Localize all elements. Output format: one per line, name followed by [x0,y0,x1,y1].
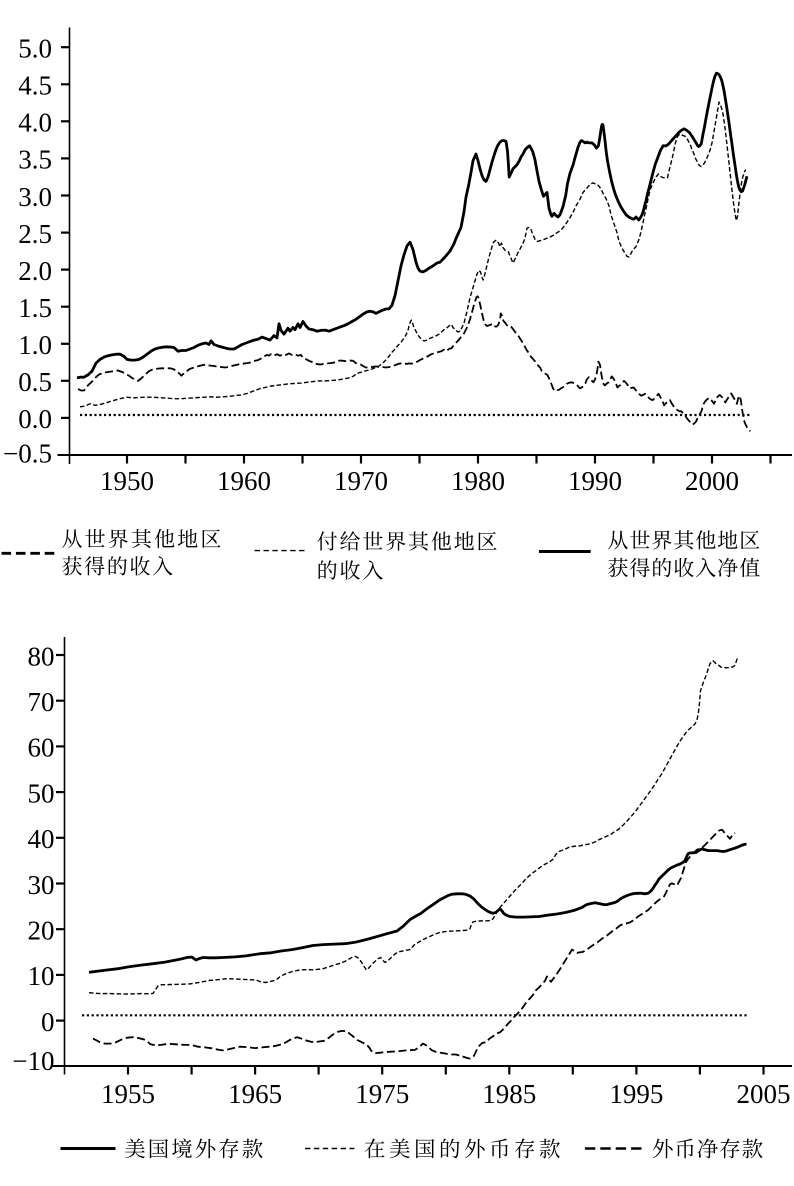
svg-text:2005: 2005 [737,1079,791,1109]
svg-text:2.5: 2.5 [18,219,52,249]
svg-text:−10: −10 [12,1046,54,1076]
svg-text:1980: 1980 [451,466,505,496]
svg-text:1970: 1970 [334,466,388,496]
svg-text:50: 50 [28,778,55,808]
svg-text:3.0: 3.0 [18,182,52,212]
svg-text:40: 40 [28,824,55,854]
svg-text:1.5: 1.5 [18,293,52,323]
svg-text:3.5: 3.5 [18,145,52,175]
svg-text:20: 20 [28,916,55,946]
svg-text:80: 80 [28,641,55,671]
svg-text:4.0: 4.0 [18,108,52,138]
svg-text:1955: 1955 [101,1079,155,1109]
svg-text:1990: 1990 [568,466,622,496]
svg-text:10: 10 [28,961,55,991]
svg-text:1995: 1995 [609,1079,663,1109]
svg-text:1975: 1975 [355,1079,409,1109]
svg-text:70: 70 [28,687,55,717]
svg-text:2.0: 2.0 [18,256,52,286]
svg-text:5.0: 5.0 [18,34,52,64]
svg-text:2000: 2000 [685,466,739,496]
svg-text:1950: 1950 [100,466,154,496]
svg-text:1.0: 1.0 [18,330,52,360]
svg-text:0.5: 0.5 [18,367,52,397]
svg-text:30: 30 [28,870,55,900]
svg-text:−0.5: −0.5 [3,439,52,469]
svg-text:60: 60 [28,733,55,763]
svg-text:1965: 1965 [228,1079,282,1109]
svg-text:1960: 1960 [217,466,271,496]
svg-text:0: 0 [41,1007,55,1037]
svg-text:4.5: 4.5 [18,71,52,101]
svg-text:1985: 1985 [482,1079,536,1109]
svg-text:0.0: 0.0 [18,404,52,434]
